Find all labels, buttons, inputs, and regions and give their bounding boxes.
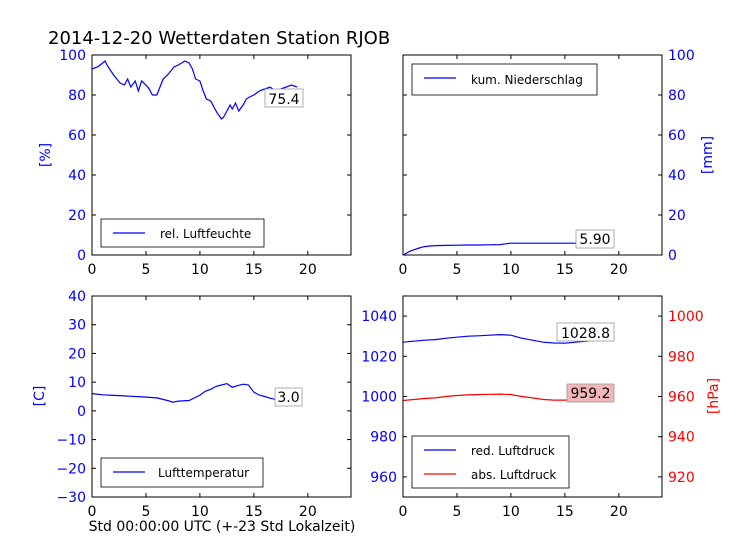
x-tick-label: 15 (556, 504, 574, 520)
x-tick-label: 10 (502, 262, 520, 278)
y-tick-label: 100 (668, 48, 695, 64)
x-tick-label: 0 (399, 262, 408, 278)
series-line (91, 60, 298, 120)
temperature-legend-label: Lufttemperatur (158, 466, 249, 480)
temperature-plot-area (91, 382, 298, 403)
precipitation-plot-area (402, 242, 608, 256)
panel-precipitation: 0 5 10 15 20 0 20 40 60 80 100 [mm] 5.90 kum. Nied… (399, 48, 716, 278)
x-tick-label: 10 (502, 504, 520, 520)
series-line (402, 333, 609, 344)
temperature-legend: Lufttemperatur (100, 457, 264, 488)
temperature-ylabel: [C] (32, 386, 48, 407)
panel-humidity: 0 5 10 15 20 0 20 40 60 80 100 [%] 75.4 rel. Luftf… (38, 48, 352, 278)
pressure-annotation-red-text: 1028.8 (561, 326, 610, 342)
temperature-annotation-text: 3.0 (277, 390, 299, 406)
precipitation-ticks: 0 5 10 15 20 0 20 40 60 80 100 (399, 48, 695, 278)
pressure-legend-label-red: red. Luftdruck (471, 444, 555, 458)
panel-temperature: 0 5 10 15 20 −30 −20 −10 0 10 20 30 40 [C] 3.0 Luftt… (32, 289, 355, 535)
y-tick-label-right: 980 (668, 349, 695, 365)
y-tick-label: 0 (77, 404, 86, 420)
x-tick-label: 0 (88, 262, 97, 278)
y-tick-label: 1020 (361, 349, 397, 365)
pressure-annotation-red: 1028.8 (556, 322, 615, 342)
humidity-annotation-text: 75.4 (268, 92, 299, 108)
humidity-legend: rel. Luftfeuchte (100, 218, 265, 248)
y-tick-label: 60 (68, 128, 86, 144)
x-tick-label: 10 (191, 262, 209, 278)
y-tick-label: 40 (668, 168, 686, 184)
humidity-annotation: 75.4 (264, 88, 304, 108)
y-tick-label: 0 (668, 248, 677, 264)
y-tick-label: 960 (370, 470, 397, 486)
x-tick-label: 5 (141, 262, 150, 278)
humidity-ylabel: [%] (38, 143, 54, 167)
y-tick-label: 20 (668, 208, 686, 224)
pressure-ticks: 0 5 10 15 20 960 980 1000 1020 1040 920 940 960 980 10… (361, 296, 704, 520)
y-tick-label: 40 (68, 168, 86, 184)
x-tick-label: 20 (610, 504, 628, 520)
pressure-ylabel: [hPa] (706, 378, 722, 414)
y-tick-label: 10 (68, 375, 86, 391)
series-line (91, 382, 298, 403)
x-tick-label: 0 (399, 504, 408, 520)
y-tick-label: 30 (68, 318, 86, 334)
x-tick-label: 5 (141, 504, 150, 520)
precipitation-ylabel: [mm] (700, 136, 716, 174)
temperature-annotation: 3.0 (274, 387, 303, 407)
humidity-plot-area (91, 60, 298, 120)
x-tick-label: 10 (191, 504, 209, 520)
y-tick-label: 60 (668, 128, 686, 144)
x-tick-label: 15 (556, 262, 574, 278)
x-tick-label: 20 (299, 504, 317, 520)
y-tick-label: −10 (56, 433, 86, 449)
y-tick-label: −20 (56, 461, 86, 477)
y-tick-label: 80 (68, 88, 86, 104)
precipitation-annotation: 5.90 (575, 229, 615, 249)
pressure-legend-label-abs: abs. Luftdruck (471, 468, 556, 482)
x-tick-label: 15 (245, 504, 263, 520)
temperature-ticks: 0 5 10 15 20 −30 −20 −10 0 10 20 30 40 (56, 289, 351, 520)
y-tick-label-right: 960 (668, 390, 695, 406)
x-tick-label: 20 (610, 262, 628, 278)
x-tick-label: 15 (245, 262, 263, 278)
pressure-legend: red. Luftdruck abs. Luftdruck (411, 435, 570, 489)
precipitation-legend: kum. Niederschlag (411, 63, 598, 96)
y-tick-label: 0 (77, 248, 86, 264)
y-tick-label: 40 (68, 289, 86, 305)
x-tick-label: 20 (299, 262, 317, 278)
humidity-ticks: 0 5 10 15 20 0 20 40 60 80 100 (59, 48, 351, 278)
x-axis-label: Std 00:00:00 UTC (+-23 Std Lokalzeit) (89, 519, 356, 535)
y-tick-label: 100 (59, 48, 86, 64)
x-tick-label: 5 (452, 504, 461, 520)
y-tick-label-right: 1000 (668, 309, 704, 325)
figure-title: 2014-12-20 Wetterdaten Station RJOB (48, 28, 390, 49)
series-line (402, 242, 608, 256)
y-tick-label: 80 (668, 88, 686, 104)
y-tick-label-right: 920 (668, 470, 695, 486)
y-tick-label: 1040 (361, 309, 397, 325)
panel-pressure: 0 5 10 15 20 960 980 1000 1020 1040 920 940 960 980 10… (361, 295, 722, 520)
y-tick-label: 20 (68, 346, 86, 362)
x-tick-label: 5 (452, 262, 461, 278)
precipitation-annotation-text: 5.90 (579, 232, 610, 248)
precipitation-legend-label: kum. Niederschlag (471, 73, 583, 87)
y-tick-label: −30 (56, 490, 86, 506)
pressure-annotation-abs: 959.2 (566, 383, 615, 403)
y-tick-label: 1000 (361, 390, 397, 406)
y-tick-label: 20 (68, 208, 86, 224)
y-tick-label-right: 940 (668, 430, 695, 446)
y-tick-label: 980 (370, 430, 397, 446)
humidity-legend-label: rel. Luftfeuchte (160, 227, 251, 241)
pressure-annotation-abs-text: 959.2 (570, 386, 610, 402)
x-tick-label: 0 (88, 504, 97, 520)
